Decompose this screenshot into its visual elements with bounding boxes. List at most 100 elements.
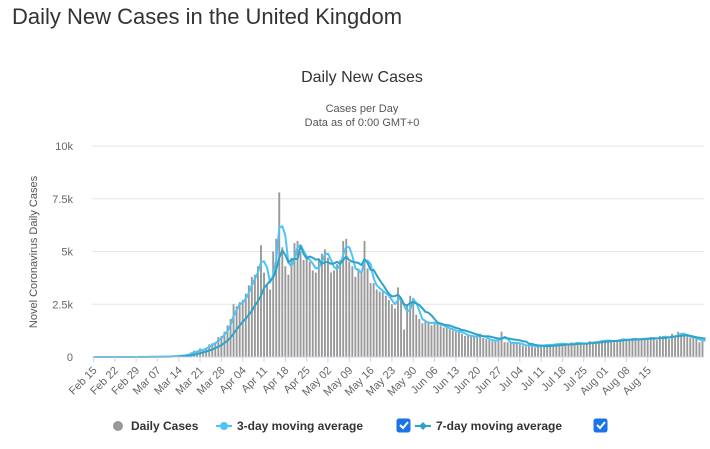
daily-cases-bar [470, 335, 473, 357]
daily-cases-bar [674, 335, 677, 357]
daily-cases-bar [400, 300, 402, 357]
legend-diamond-icon [419, 422, 427, 430]
daily-cases-bar [640, 339, 643, 357]
daily-cases-bar [527, 344, 530, 357]
daily-cases-bar [342, 240, 345, 357]
daily-cases-bar [552, 345, 555, 357]
daily-cases-bar [457, 330, 460, 357]
legend-checkbox[interactable] [593, 418, 608, 433]
legend-circle-icon [220, 422, 228, 430]
daily-cases-bar [241, 300, 244, 357]
daily-cases-bar [351, 266, 354, 357]
daily-cases-bar [692, 338, 695, 357]
daily-cases-bar [686, 335, 689, 357]
daily-cases-bar [610, 341, 613, 357]
daily-cases-bar [293, 243, 296, 357]
daily-cases-bar [476, 336, 479, 357]
daily-cases-bar [287, 274, 290, 357]
daily-cases-bar [250, 276, 253, 357]
check-icon [399, 421, 409, 430]
legend-label: 3-day moving average [237, 419, 363, 433]
chart-subtitle: Cases per Day [326, 103, 399, 115]
daily-cases-bar [488, 340, 491, 357]
daily-cases-bar [482, 338, 485, 357]
daily-cases-bar [357, 268, 360, 357]
y-tick-label: 2.5k [52, 299, 73, 311]
daily-cases-bar [308, 262, 311, 357]
daily-cases-bar [445, 327, 448, 357]
legend-checkbox[interactable] [396, 418, 411, 433]
daily-cases-bar [244, 293, 247, 357]
daily-cases-bar [336, 264, 339, 357]
checkbox-box[interactable] [593, 418, 608, 433]
daily-cases-bar [576, 343, 579, 357]
daily-cases-bar [622, 339, 625, 357]
daily-cases-bar [677, 331, 680, 357]
daily-cases-bars [135, 192, 704, 357]
legend-item-7-day-average[interactable]: 7-day moving average [415, 419, 562, 433]
daily-cases-bar [689, 338, 692, 357]
daily-cases-bar [601, 340, 603, 357]
daily-cases-bar [327, 257, 329, 357]
daily-cases-bar [375, 289, 378, 357]
daily-cases-bar [281, 247, 284, 357]
daily-cases-bar [378, 291, 381, 357]
daily-cases-bar [698, 342, 701, 357]
daily-cases-bar [631, 338, 634, 357]
y-tick-label: 7.5k [52, 194, 73, 206]
y-tick-label: 5k [61, 247, 73, 259]
daily-cases-bar [680, 333, 683, 357]
daily-cases-bar [317, 259, 320, 357]
daily-cases-bar [616, 340, 619, 357]
daily-cases-bar [384, 295, 387, 357]
daily-cases-bar [412, 297, 415, 357]
daily-cases-bar [363, 240, 366, 357]
daily-cases-bar [339, 259, 342, 357]
daily-cases-bar [275, 238, 278, 357]
daily-cases-bar [655, 340, 658, 357]
daily-cases-bar [567, 345, 570, 357]
daily-cases-bar [360, 272, 363, 357]
legend-item-3-day-average[interactable]: 3-day moving average [216, 419, 363, 433]
daily-cases-bar [494, 340, 497, 357]
daily-cases-bar [643, 338, 646, 357]
daily-cases-bar [238, 302, 241, 357]
daily-cases-bar [585, 343, 588, 357]
daily-cases-bar [390, 304, 393, 357]
daily-cases-bar [397, 287, 399, 357]
daily-cases-bar [345, 238, 348, 357]
daily-cases-bar [269, 289, 272, 357]
legend-label: Daily Cases [131, 419, 199, 433]
daily-cases-bar [664, 338, 667, 357]
legend-item-daily-cases[interactable]: Daily Cases [113, 419, 199, 433]
daily-cases-bar [394, 308, 396, 357]
daily-cases-bar [305, 257, 308, 357]
daily-cases-bar [540, 346, 543, 357]
seven-day-average-line [93, 244, 706, 358]
daily-cases-bar [646, 338, 649, 357]
daily-cases-bar [683, 335, 686, 357]
daily-cases-bar [588, 341, 591, 357]
daily-cases-bar [573, 343, 576, 357]
daily-cases-bar [372, 283, 375, 357]
check-icon [596, 421, 606, 430]
legend-label: 7-day moving average [436, 419, 562, 433]
daily-cases-bar [263, 272, 265, 357]
daily-cases-bar [369, 283, 372, 357]
daily-cases-bar [485, 339, 488, 357]
daily-cases-bar [409, 295, 412, 357]
checkbox-box[interactable] [396, 418, 411, 433]
moving-average-lines [93, 225, 706, 358]
daily-cases-bar [558, 343, 561, 357]
daily-cases-bar [512, 343, 515, 357]
daily-cases-bar [296, 240, 299, 357]
daily-cases-bar [464, 335, 466, 357]
daily-cases-bar [436, 323, 439, 357]
chart-subtitle-date: Data as of 0:00 GMT+0 [305, 117, 420, 129]
daily-cases-bar [387, 300, 390, 357]
daily-cases-bar [354, 276, 357, 357]
daily-cases-bar [518, 344, 521, 357]
daily-cases-bar [299, 251, 302, 357]
